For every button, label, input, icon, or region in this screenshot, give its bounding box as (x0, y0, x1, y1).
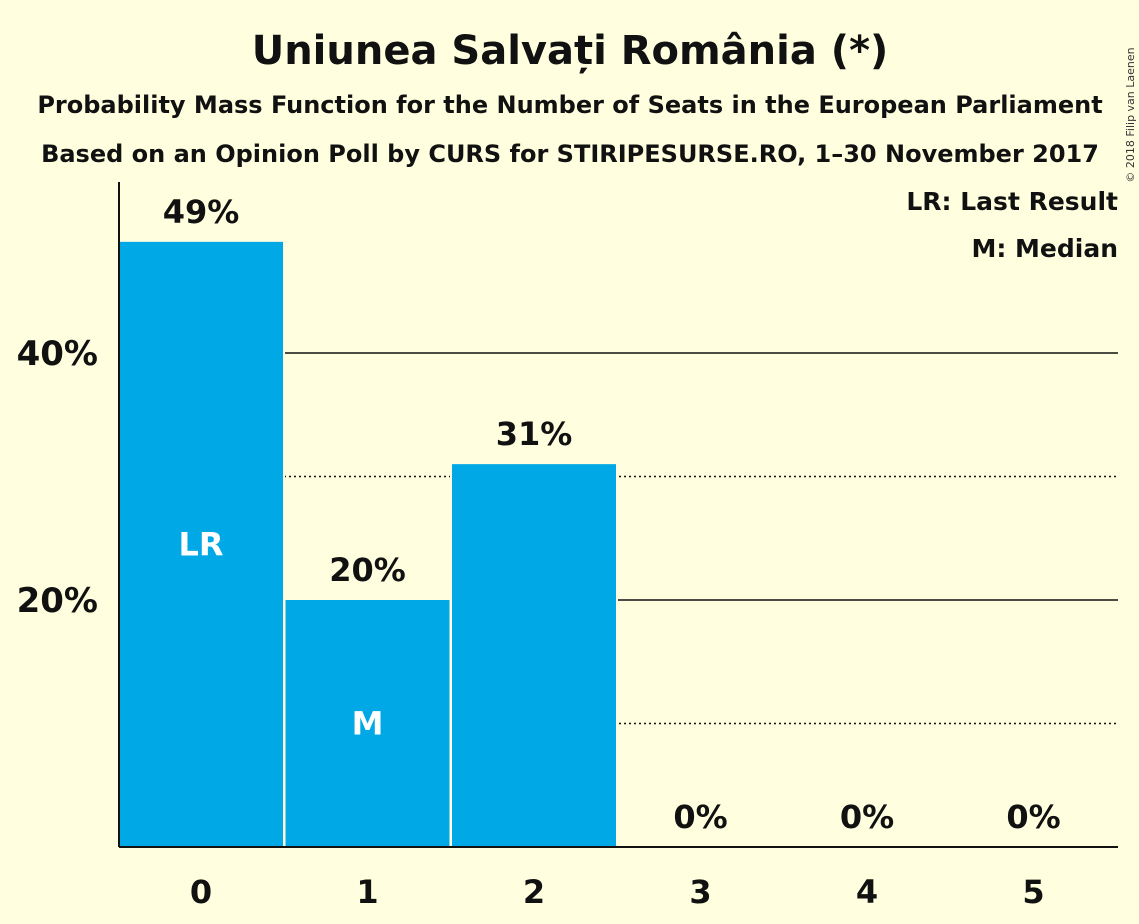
axes (118, 182, 1118, 848)
y-tick-labels: 20% 40% (17, 334, 98, 621)
value-labels: 49% 20% 31% 0% 0% 0% (163, 193, 1061, 836)
marker-m: M (352, 705, 384, 743)
x-tick-4: 4 (856, 873, 878, 911)
bar-markers: LR M (178, 525, 383, 742)
value-label-0: 49% (163, 193, 240, 231)
value-label-5: 0% (1006, 798, 1060, 836)
bars (117, 239, 618, 848)
value-label-4: 0% (840, 798, 894, 836)
chart-title: Uniunea Salvați România (*) (252, 28, 889, 74)
bar-2 (452, 464, 616, 847)
legend-median: M: Median (971, 234, 1118, 263)
value-label-3: 0% (673, 798, 727, 836)
x-tick-labels: 0 1 2 3 4 5 (190, 873, 1045, 911)
x-tick-5: 5 (1022, 873, 1044, 911)
marker-lr: LR (178, 525, 223, 563)
value-label-1: 20% (329, 551, 406, 589)
x-tick-3: 3 (689, 873, 711, 911)
chart-subtitle: Probability Mass Function for the Number… (37, 91, 1102, 119)
y-tick-40: 40% (17, 334, 98, 374)
y-tick-20: 20% (17, 581, 98, 621)
legend-last-result: LR: Last Result (906, 187, 1118, 216)
x-tick-2: 2 (523, 873, 545, 911)
x-tick-0: 0 (190, 873, 212, 911)
x-tick-1: 1 (356, 873, 378, 911)
value-label-2: 31% (496, 415, 573, 453)
chart-subtitle-source: Based on an Opinion Poll by CURS for STI… (41, 140, 1099, 168)
copyright-notice: © 2018 Filip van Laenen (1124, 47, 1137, 182)
bar-1 (285, 600, 450, 847)
bar-0 (119, 241, 283, 848)
